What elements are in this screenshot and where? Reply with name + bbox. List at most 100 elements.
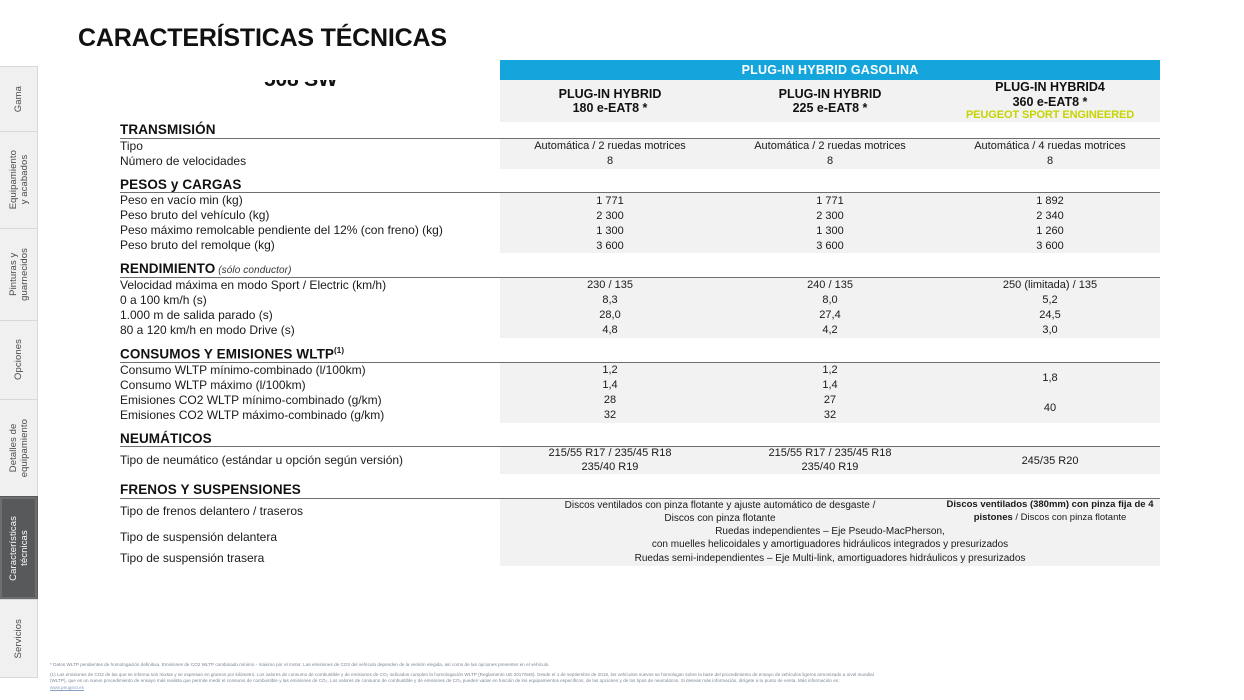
sidebar-item-1[interactable]: Equipamiento y acabados — [0, 130, 38, 229]
section-head-pad — [720, 122, 940, 137]
section-head-pad — [500, 261, 720, 276]
technical-spec-table: PLUG-IN HYBRID GASOLINA PLUG-IN HYBRID 180… — [120, 60, 1161, 566]
sidebar-item-label: Detalles de equipamiento — [7, 418, 30, 478]
row-label: Peso bruto del vehículo (kg) — [120, 208, 270, 222]
sidebar-nav: Gama Equipamiento y acabados Pinturas y gu… — [0, 66, 38, 678]
sidebar-item-label: Características técnicas — [7, 515, 30, 581]
section-spacer-row — [120, 422, 1161, 431]
row-value-col-1: 28 — [500, 392, 720, 408]
section-spacer-row — [120, 474, 1161, 482]
section-superscript: (1) — [334, 345, 345, 355]
section-rule-row — [120, 445, 1161, 447]
sidebar-item-label: Opciones — [13, 339, 24, 381]
spacer-value — [940, 474, 1161, 482]
row-label: Tipo de frenos delantero / traseros — [120, 504, 303, 518]
spacer-value — [500, 422, 720, 431]
column-name: PLUG-IN HYBRID 180 e-EAT8 * — [558, 86, 662, 116]
section-head-pad — [940, 482, 1160, 497]
spacer-label — [120, 337, 500, 346]
row-value-all-columns: Ruedas semi-independientes – Eje Multi-l… — [500, 550, 1161, 566]
table-row: Peso bruto del vehículo (kg) 2 300 2 300 2 … — [120, 208, 1161, 223]
section-head-pad — [940, 122, 1160, 137]
banner-spacer — [120, 60, 500, 80]
row-label: Tipo de neumático (estándar u opción seg… — [120, 453, 404, 467]
row-value-col-3: 250 (limitada) / 135 — [940, 277, 1161, 293]
table-row: Consumo WLTP mínimo-combinado (l/100km) 1… — [120, 362, 1161, 393]
row-label: Velocidad máxima en modo Sport / Electri… — [120, 277, 387, 292]
row-value-col-3: 1 260 — [940, 223, 1161, 238]
row-label: Consumo WLTP mínimo-combinado (l/100km) — [120, 362, 366, 377]
sidebar-item-3[interactable]: Opciones — [0, 319, 38, 400]
peugeot-website-link[interactable]: www.peugeot.es — [50, 684, 84, 690]
spacer-value — [940, 422, 1161, 431]
row-value-col-3: 8 — [940, 153, 1161, 169]
spacer-value — [940, 337, 1161, 346]
spacer-value — [940, 253, 1161, 261]
section-rule — [120, 191, 1161, 193]
spacer-label — [120, 422, 500, 431]
row-value-col-3: 3 600 — [940, 238, 1161, 253]
row-value-col-1: 215/55 R17 / 235/45 R18 235/40 R19 — [500, 446, 720, 474]
section-rule — [120, 445, 1161, 447]
table-row: 1.000 m de salida parado (s) 28,0 27,4 24,5 — [120, 307, 1161, 323]
section-rule-row — [120, 137, 1161, 139]
section-rule-row — [120, 276, 1161, 278]
spacer-value — [500, 253, 720, 261]
footnote-line-1: * Datos WLTP pendientes de homologación … — [50, 662, 550, 667]
row-value-col-2: 8,0 — [720, 292, 940, 308]
section-head-pad — [500, 177, 720, 192]
spacer-value — [500, 474, 720, 482]
row-value-col-3-merged: 1,8 — [940, 362, 1161, 393]
sidebar-item-0[interactable]: Gama — [0, 66, 38, 131]
row-value-col-3: 1 892 — [940, 192, 1161, 208]
sidebar-item-4[interactable]: Detalles de equipamiento — [0, 399, 38, 496]
section-head-pad — [940, 346, 1160, 362]
section-heading-row: NEUMÁTICOS — [120, 431, 1160, 446]
spacer-value — [720, 474, 940, 482]
section-heading-row: FRENOS Y SUSPENSIONES — [120, 482, 1160, 497]
section-title-1: PESOS y CARGAS — [120, 176, 242, 192]
section-heading-row: PESOS y CARGAS — [120, 177, 1160, 192]
section-spacer-row — [120, 168, 1161, 177]
row-value-col-3: 2 340 — [940, 208, 1161, 223]
table-row: Tipo de frenos delantero / traseros Disco… — [120, 498, 1161, 525]
group-banner: PLUG-IN HYBRID GASOLINA — [500, 60, 1161, 80]
sidebar-item-6[interactable]: Servicios — [0, 599, 38, 678]
row-label: Emisiones CO2 WLTP mínimo-combinado (g/k… — [120, 392, 382, 407]
row-value-col-3: 24,5 — [940, 307, 1161, 323]
spacer-value — [720, 253, 940, 261]
row-label: Tipo de suspensión delantera — [120, 530, 277, 544]
sidebar-item-label: Pinturas y guarnecidos — [7, 248, 30, 302]
row-value-col-2: 4,2 — [720, 322, 940, 338]
table-row: Peso máximo remolcable pendiente del 12%… — [120, 223, 1161, 238]
section-title-2: RENDIMIENTO (sólo conductor) — [120, 261, 292, 276]
section-note: (sólo conductor) — [215, 265, 292, 276]
spacer-label — [120, 168, 500, 177]
section-head-pad — [940, 261, 1160, 276]
row-label: 1.000 m de salida parado (s) — [120, 307, 273, 322]
row-value-col-1: 8,3 — [500, 292, 720, 308]
column-header-1: PLUG-IN HYBRID 225 e-EAT8 * — [720, 80, 940, 122]
section-head-pad — [720, 177, 940, 192]
sidebar-item-2[interactable]: Pinturas y guarnecidos — [0, 228, 38, 320]
section-heading-row: TRANSMISIÓN — [120, 122, 1160, 137]
section-head-pad — [940, 431, 1160, 446]
row-value-col-2: 1,2 — [720, 362, 940, 378]
row-value-col-1: 1,2 — [500, 362, 720, 378]
group-banner-row: PLUG-IN HYBRID GASOLINA — [120, 60, 1161, 80]
row-label: Consumo WLTP máximo (l/100km) — [120, 377, 306, 392]
sidebar-item-label: Servicios — [13, 618, 24, 659]
sidebar-item-label: Gama — [13, 85, 24, 112]
row-value-col-2: 27,4 — [720, 307, 940, 323]
section-rule — [120, 276, 1161, 278]
sidebar-item-label: Equipamiento y acabados — [7, 150, 30, 210]
sidebar-item-5[interactable]: Características técnicas — [0, 495, 38, 600]
footnote-line-3: (WLTP), que es un nuevo procedimiento de… — [50, 678, 840, 684]
table-row: Velocidad máxima en modo Sport / Electri… — [120, 277, 1161, 293]
section-head-pad — [500, 122, 720, 137]
row-value-col-2: 8 — [720, 153, 940, 169]
spacer-label — [120, 253, 500, 261]
row-value-col-2: 32 — [720, 407, 940, 423]
section-rule-row — [120, 497, 1161, 499]
section-heading-row: CONSUMOS Y EMISIONES WLTP(1) — [120, 346, 1160, 362]
